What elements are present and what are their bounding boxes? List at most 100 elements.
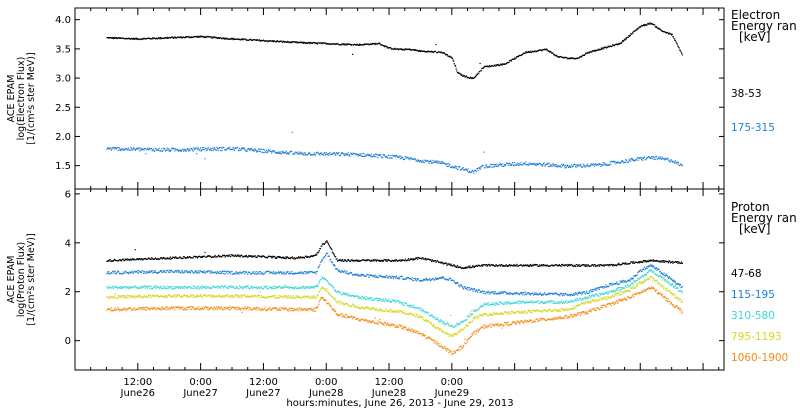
- data-point: [199, 149, 201, 151]
- data-point: [134, 295, 136, 297]
- data-point: [136, 38, 138, 40]
- data-point: [681, 261, 683, 263]
- data-point: [553, 165, 555, 167]
- data-point: [655, 26, 657, 28]
- data-point: [277, 152, 279, 154]
- data-point: [546, 162, 548, 164]
- data-point: [126, 294, 128, 297]
- data-point: [275, 151, 277, 153]
- data-point: [208, 270, 210, 272]
- data-point: [680, 287, 682, 289]
- data-point: [306, 272, 308, 274]
- data-point: [583, 54, 585, 56]
- data-point: [195, 271, 197, 273]
- data-point: [597, 164, 599, 166]
- data-point: [279, 256, 281, 258]
- data-point: [357, 297, 359, 299]
- data-point: [517, 162, 519, 164]
- data-point: [176, 270, 178, 272]
- data-point: [142, 148, 144, 150]
- data-point: [483, 264, 485, 266]
- data-point: [664, 157, 666, 159]
- data-point: [586, 297, 588, 299]
- data-point: [521, 291, 523, 293]
- data-point: [431, 51, 433, 53]
- data-point: [313, 285, 315, 287]
- data-point: [610, 263, 612, 265]
- data-point: [236, 295, 238, 297]
- data-point: [128, 286, 130, 288]
- data-point: [139, 271, 141, 273]
- data-point: [546, 301, 548, 303]
- data-point: [404, 158, 406, 161]
- data-point: [390, 301, 393, 303]
- data-point: [192, 272, 194, 274]
- data-point: [646, 260, 648, 262]
- data-point: [284, 257, 286, 259]
- data-point: [576, 298, 578, 300]
- data-point: [326, 252, 329, 254]
- data-point: [644, 25, 646, 27]
- data-point: [664, 31, 666, 33]
- data-point: [159, 271, 161, 273]
- data-point: [678, 261, 680, 263]
- data-point: [156, 285, 158, 287]
- data-point: [538, 265, 540, 267]
- data-point: [152, 272, 154, 274]
- data-point: [132, 297, 134, 299]
- data-point: [279, 40, 281, 42]
- data-point: [424, 311, 426, 313]
- data-point: [333, 152, 335, 154]
- data-point: [259, 287, 261, 289]
- data-point: [599, 264, 601, 266]
- data-point: [206, 149, 209, 151]
- data-point: [156, 258, 158, 260]
- data-point: [377, 43, 379, 45]
- data-point: [339, 155, 341, 157]
- data-point: [402, 49, 404, 51]
- data-point: [328, 154, 330, 156]
- data-point: [587, 264, 589, 266]
- data-point: [327, 291, 329, 293]
- data-point: [218, 37, 220, 40]
- data-point: [240, 296, 242, 298]
- data-point: [274, 297, 276, 299]
- data-point: [580, 291, 582, 293]
- data-point: [459, 72, 461, 75]
- data-point: [345, 293, 347, 295]
- data-point: [318, 250, 320, 252]
- data-point: [147, 272, 149, 274]
- data-point: [556, 302, 558, 304]
- data-point: [629, 159, 631, 161]
- data-point: [440, 161, 442, 163]
- data-point: [674, 280, 676, 282]
- data-point: [475, 289, 477, 291]
- data-point: [298, 256, 300, 258]
- data-point: [223, 38, 226, 40]
- data-point: [296, 41, 298, 43]
- data-point: [498, 293, 501, 295]
- data-point: [140, 287, 142, 289]
- data-point: [421, 161, 423, 163]
- data-point: [675, 41, 677, 43]
- data-point: [145, 272, 147, 274]
- data-point: [340, 291, 342, 294]
- data-point: [580, 264, 582, 266]
- data-point: [637, 261, 639, 264]
- data-point: [252, 255, 254, 257]
- data-point: [233, 149, 236, 151]
- data-point: [255, 271, 258, 273]
- data-point: [260, 148, 263, 150]
- data-point: [593, 295, 595, 297]
- data-point: [115, 148, 117, 150]
- data-point: [313, 154, 315, 156]
- data-point: [451, 165, 453, 167]
- data-point: [170, 295, 172, 297]
- data-point: [510, 163, 512, 165]
- data-point: [613, 265, 616, 267]
- data-point: [124, 258, 126, 260]
- data-point: [541, 165, 543, 167]
- data-point: [441, 320, 443, 322]
- data-point: [379, 274, 381, 276]
- data-point: [437, 318, 439, 321]
